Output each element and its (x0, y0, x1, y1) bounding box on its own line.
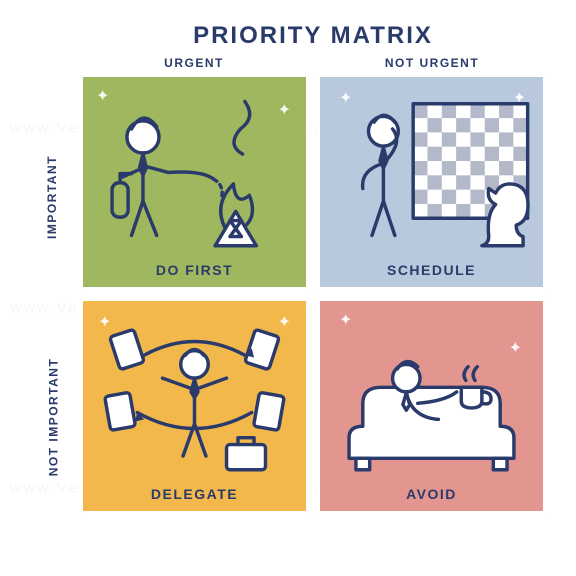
quad-label-do-first: DO FIRST (156, 262, 233, 278)
page: PRIORITY MATRIX URGENT NOT URGENT IMPORT… (0, 0, 576, 576)
quad-label-avoid: AVOID (406, 486, 457, 502)
illus-juggler (80, 298, 309, 504)
illus-chess (317, 74, 546, 280)
row-label-not-important: NOT IMPORTANT (46, 358, 60, 477)
quad-label-delegate: DELEGATE (151, 486, 238, 502)
illus-relax (317, 298, 546, 504)
quadrant-do-first: ✦ ✦ (80, 74, 309, 290)
row-label-important: IMPORTANT (45, 155, 59, 239)
col-header-not-urgent: NOT URGENT (318, 56, 546, 70)
quadrant-delegate: ✦ ✦ (80, 298, 309, 514)
matrix-grid: ✦ ✦ (80, 74, 546, 514)
illus-firefighter (80, 74, 309, 280)
quadrant-schedule: ✦ ✦ (317, 74, 546, 290)
page-title: PRIORITY MATRIX (80, 22, 546, 50)
column-headers: URGENT NOT URGENT (80, 56, 546, 70)
quad-label-schedule: SCHEDULE (387, 262, 476, 278)
col-header-urgent: URGENT (80, 56, 308, 70)
quadrant-avoid: ✦ ✦ AVOID (317, 298, 546, 514)
